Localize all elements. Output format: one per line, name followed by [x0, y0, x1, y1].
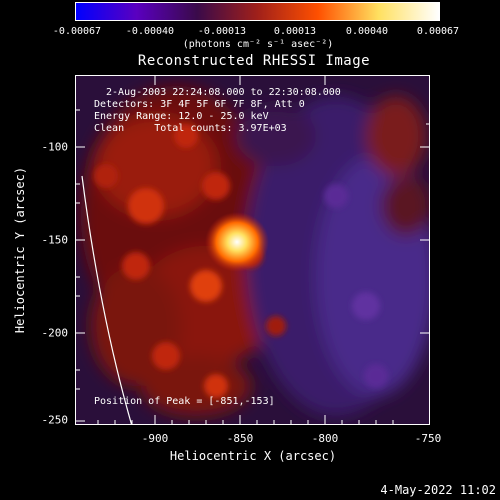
- x-tick-label: -850: [226, 432, 254, 445]
- image-plot: 2-Aug-2003 22:24:08.000 to 22:30:08.000 …: [75, 75, 430, 425]
- plot-title: Reconstructed RHESSI Image: [137, 53, 371, 69]
- info-line-energy: Energy Range: 12.0 - 25.0 keV: [94, 111, 269, 122]
- colorbar-tick-label: 0.00013: [273, 26, 317, 37]
- colorbar-units: (photons cm⁻² s⁻¹ asec⁻²): [182, 39, 334, 50]
- x-tick-label: -800: [311, 432, 339, 445]
- y-tick-label: -250: [41, 413, 69, 427]
- colorbar-tick-label: -0.00067: [52, 26, 102, 37]
- colorbar: [75, 2, 440, 21]
- info-line-counts: Clean Total counts: 3.97E+03: [94, 123, 287, 134]
- y-axis-label: Heliocentric Y (arcsec): [13, 166, 27, 334]
- limb-curve: [81, 175, 133, 424]
- y-tick-label: -150: [41, 233, 69, 247]
- y-tick-label: -100: [41, 140, 69, 154]
- peak-source: [205, 212, 269, 272]
- colorbar-tick-label: -0.00040: [125, 26, 175, 37]
- peak-position-label: Position of Peak = [-851,-153]: [94, 396, 275, 407]
- date-stamp: 4-May-2022 11:02: [380, 483, 496, 497]
- x-axis-label: Heliocentric X (arcsec): [169, 449, 337, 463]
- colorbar-tick-label: -0.00013: [197, 26, 247, 37]
- info-line-time: 2-Aug-2003 22:24:08.000 to 22:30:08.000: [100, 87, 341, 98]
- x-tick-label: -900: [141, 432, 169, 445]
- y-tick-label: -200: [41, 326, 69, 340]
- x-tick-label: -750: [414, 432, 442, 445]
- colorbar-tick-label: 0.00040: [345, 26, 389, 37]
- colorbar-tick-label: 0.00067: [416, 26, 460, 37]
- heatmap-image: [76, 76, 429, 424]
- info-line-detectors: Detectors: 3F 4F 5F 6F 7F 8F, Att 0: [94, 99, 305, 110]
